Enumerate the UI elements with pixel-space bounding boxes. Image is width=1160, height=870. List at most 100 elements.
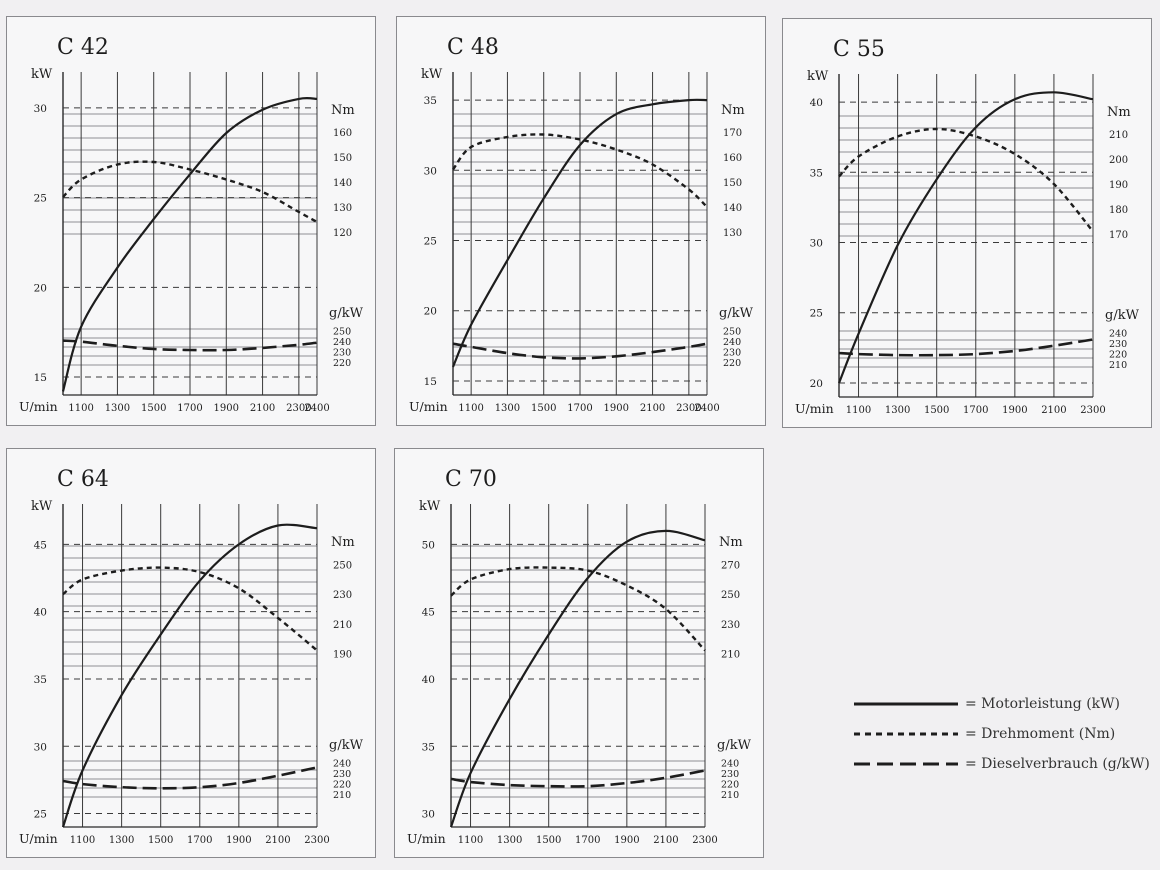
kw-tick-label: 35	[810, 167, 823, 179]
nm-tick-label: 210	[333, 620, 352, 631]
series-torque-line-c55	[838, 127, 1094, 233]
nm-tick-label: 160	[333, 128, 352, 139]
kw-tick-label: 30	[34, 103, 47, 115]
series-power-line-c48	[451, 98, 708, 368]
x-tick-label: 1300	[497, 835, 522, 846]
fuel-tick-label: 230	[723, 348, 741, 359]
legend-label-torque: = Drehmoment (Nm)	[965, 726, 1116, 742]
kw-tick-label: 25	[34, 809, 47, 821]
axis-label-kw-c42: kW	[31, 67, 53, 82]
fuel-tick-label: 220	[723, 358, 741, 369]
nm-tick-label: 230	[333, 590, 352, 601]
nm-tick-label: 270	[721, 561, 740, 572]
kw-tick-label: 20	[810, 378, 823, 390]
vertical-grid-c48	[470, 72, 708, 395]
nm-ticks-c48: 130 140 150 160 170	[723, 128, 742, 239]
nm-tick-label: 210	[1109, 130, 1128, 141]
kw-tick-label: 25	[424, 236, 437, 248]
x-tick-label: 2100	[653, 835, 678, 846]
x-tick-label: 1500	[141, 403, 166, 414]
series-fuel-line-c48	[452, 342, 708, 360]
x-tick-label: 1900	[614, 835, 639, 846]
axis-label-nm-c42: Nm	[331, 103, 355, 118]
fuel-grid-c64	[63, 760, 317, 798]
fuel-grid-c55	[839, 330, 1093, 368]
fuel-tick-label: 230	[333, 348, 351, 359]
nm-tick-label: 200	[1109, 155, 1128, 166]
series-torque-line-c64	[62, 566, 318, 652]
x-ticks-c70: 1100 1300 1500 1700 1900 2100 2300	[458, 835, 718, 846]
chart-c55: C 55 kW 20 25 30 35 40 Nm 170 180 190 200 210 g/kW 210…	[795, 37, 1140, 416]
nm-tick-label: 230	[721, 620, 740, 631]
legend-label-power: = Motorleistung (kW)	[965, 696, 1120, 712]
nm-tick-label: 120	[333, 228, 352, 239]
axis-label-nm-c70: Nm	[719, 535, 743, 550]
x-tick-label: 1300	[109, 835, 134, 846]
nm-tick-label: 170	[723, 128, 742, 139]
series-torque-line-c48	[452, 133, 708, 208]
series-fuel-line-c42	[62, 339, 318, 352]
x-tick-label: 1300	[495, 403, 520, 414]
x-tick-label: 2100	[640, 403, 665, 414]
chart-c48: C 48 kW 15 20 25 30 35 Nm 130 140 150 160 170 g/kW 220…	[409, 35, 754, 414]
x-tick-label: 1100	[70, 835, 95, 846]
axis-label-rpm-c64: U/min	[19, 831, 58, 846]
fuel-tick-label: 210	[333, 790, 351, 801]
chart-panel-c70: C 70 kW 30 35 40 45 50 Nm 210 230 250 270 g/kW 210 220…	[394, 448, 764, 858]
nm-tick-label: 130	[723, 228, 742, 239]
x-tick-label: 2300	[1080, 405, 1105, 416]
kw-tick-label: 30	[422, 809, 435, 821]
axis-label-fuel-c70: g/kW	[717, 738, 752, 753]
x-tick-label: 2100	[265, 835, 290, 846]
series-fuel-line-c55	[838, 338, 1094, 357]
x-tick-label: 1900	[604, 403, 629, 414]
series-fuel-line-c64	[62, 766, 318, 790]
axis-label-fuel-c42: g/kW	[329, 306, 364, 321]
nm-tick-label: 250	[721, 590, 740, 601]
fuel-tick-label: 230	[721, 769, 739, 780]
kw-tick-label: 35	[424, 95, 437, 107]
chart-panel-c48: C 48 kW 15 20 25 30 35 Nm 130 140 150 160 170 g/kW 220…	[396, 16, 766, 426]
nm-tick-label: 190	[1109, 180, 1128, 191]
x-tick-label: 1700	[567, 403, 592, 414]
nm-ticks-c42: 120 130 140 150 160	[333, 128, 352, 239]
series-power-line-c64	[61, 523, 318, 828]
fuel-tick-label: 240	[333, 759, 351, 770]
chart-panel-c42: C 42 kW 15 20 25 30 Nm 120 130 140 150 160 g/kW 220 23…	[6, 16, 376, 426]
axis-label-fuel-c55: g/kW	[1105, 308, 1140, 323]
axis-label-rpm-c48: U/min	[409, 399, 448, 414]
axis-label-nm-c64: Nm	[331, 535, 355, 550]
nm-tick-label: 250	[333, 561, 352, 572]
x-tick-label: 1900	[226, 835, 251, 846]
axis-label-rpm-c70: U/min	[407, 831, 446, 846]
kw-tick-label: 15	[34, 372, 47, 384]
x-tick-label: 1100	[458, 835, 483, 846]
axis-label-nm-c48: Nm	[721, 103, 745, 118]
x-ticks-c55: 1100 1300 1500 1700 1900 2100 2300	[846, 405, 1106, 416]
x-tick-label: 1700	[187, 835, 212, 846]
x-tick-label: 2400	[694, 403, 719, 414]
fuel-tick-label: 220	[1109, 350, 1127, 361]
x-tick-label: 2300	[676, 403, 701, 414]
fuel-tick-label: 230	[333, 769, 351, 780]
x-tick-label: 2300	[692, 835, 717, 846]
nm-tick-label: 180	[1109, 205, 1128, 216]
kw-tick-label: 40	[810, 97, 823, 109]
axis-label-fuel-c48: g/kW	[719, 306, 754, 321]
kw-tick-label: 30	[424, 165, 437, 177]
series-torque-line-c70	[450, 566, 706, 652]
kw-tick-label: 35	[422, 741, 435, 753]
kw-ticks-c55: 20 25 30 35 40	[810, 97, 1093, 390]
kw-tick-label: 45	[34, 539, 47, 551]
series-power-line-c70	[449, 529, 706, 828]
kw-ticks-c70: 30 35 40 45 50	[422, 539, 705, 821]
